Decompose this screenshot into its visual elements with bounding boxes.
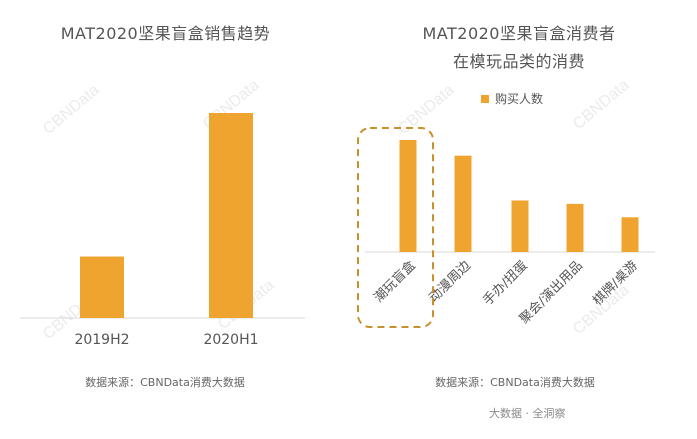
footer-slogan: 大数据 · 全洞察 — [489, 407, 566, 420]
right-x-tick-label: 潮玩盲盒 — [371, 258, 419, 306]
left-chart-source: 数据来源：CBNData消费大数据 — [85, 376, 245, 389]
left-x-tick-label: 2019H2 — [74, 332, 129, 348]
right-bar-动漫周边 — [454, 155, 472, 252]
right-chart-source: 数据来源：CBNData消费大数据 — [435, 376, 595, 389]
right-chart-legend: 购买人数 — [481, 90, 543, 107]
left-x-tick-label: 2020H1 — [203, 332, 258, 348]
right-x-tick-label: 棋牌/桌游 — [590, 258, 641, 309]
left-bar-2020H1 — [209, 113, 253, 318]
right-chart-title-line1: MAT2020坚果盲盒消费者 — [422, 24, 616, 43]
right-bar-棋牌/桌游 — [621, 217, 639, 252]
highlight-dashed-box — [357, 127, 434, 328]
right-chart-title-line2: 在模玩品类的消费 — [452, 52, 585, 71]
left-chart-title: MAT2020坚果盲盒销售趋势 — [60, 24, 271, 43]
right-bar-聚会/演出用品 — [566, 203, 584, 252]
right-bar-潮玩盲盒 — [399, 140, 417, 252]
left-bar-2019H2 — [80, 256, 124, 318]
legend-swatch — [481, 94, 489, 103]
right-x-tick-label: 手办/扭蛋 — [480, 258, 530, 308]
legend-label: 购买人数 — [495, 92, 544, 106]
right-bar-手办/扭蛋 — [511, 200, 529, 252]
